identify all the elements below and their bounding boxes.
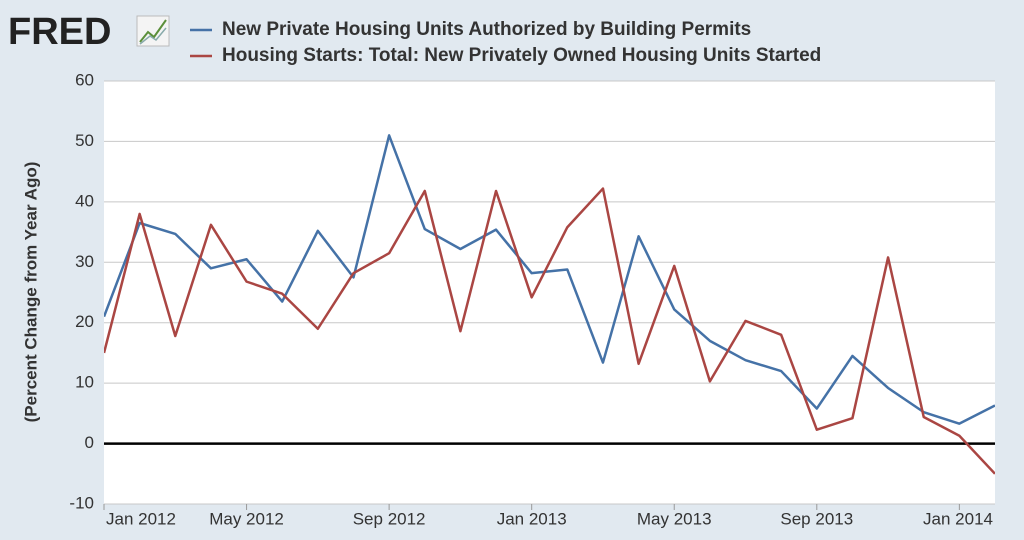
y-tick-label: 20 [75,312,94,331]
plot-area [104,81,995,504]
plot-lines [104,134,995,475]
x-tick-label: Sep 2012 [353,509,426,528]
x-tick-label: Jan 2014 [923,509,993,528]
legend-label: New Private Housing Units Authorized by … [222,19,751,40]
x-tick-label: Jan 2013 [497,509,567,528]
logo: FRED [8,11,111,53]
series-line [104,187,995,475]
x-tick-label: May 2012 [209,509,284,528]
y-tick-label: 10 [75,373,94,392]
legend-label: Housing Starts: Total: New Privately Own… [222,45,821,66]
y-tick-label: 40 [75,191,94,210]
y-tick-label: 0 [85,433,94,452]
y-tick-label: 50 [75,131,94,150]
y-tick-label: 60 [75,70,94,89]
x-tick-label: Sep 2013 [780,509,853,528]
logo-icon [136,15,170,47]
y-tick-label: 30 [75,252,94,271]
x-tick-label: Jan 2012 [106,509,176,528]
y-axis-label: (Percent Change from Year Ago) [21,162,40,423]
y-tick-label: -10 [69,493,94,512]
x-tick-label: May 2013 [637,509,712,528]
series-line [104,134,995,425]
